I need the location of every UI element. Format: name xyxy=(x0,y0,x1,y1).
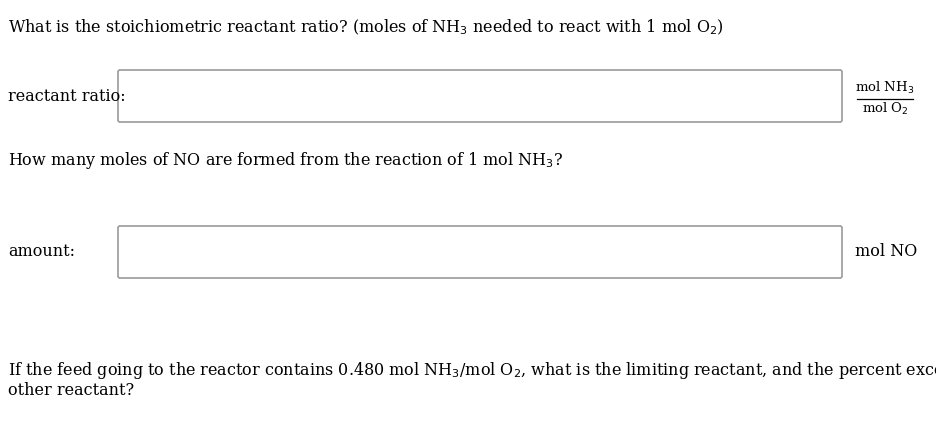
FancyBboxPatch shape xyxy=(118,70,842,122)
Text: amount:: amount: xyxy=(8,244,75,260)
Text: mol O$_2$: mol O$_2$ xyxy=(861,101,909,117)
Text: reactant ratio:: reactant ratio: xyxy=(8,88,125,105)
Text: other reactant?: other reactant? xyxy=(8,382,134,399)
Text: mol NO: mol NO xyxy=(855,244,917,260)
Text: What is the stoichiometric reactant ratio? (moles of NH$_3$ needed to react with: What is the stoichiometric reactant rati… xyxy=(8,18,724,37)
Text: If the feed going to the reactor contains 0.480 mol NH$_3$/mol O$_2$, what is th: If the feed going to the reactor contain… xyxy=(8,360,936,381)
FancyBboxPatch shape xyxy=(118,226,842,278)
Text: How many moles of NO are formed from the reaction of 1 mol NH$_3$?: How many moles of NO are formed from the… xyxy=(8,150,563,171)
Text: mol NH$_3$: mol NH$_3$ xyxy=(856,80,914,96)
